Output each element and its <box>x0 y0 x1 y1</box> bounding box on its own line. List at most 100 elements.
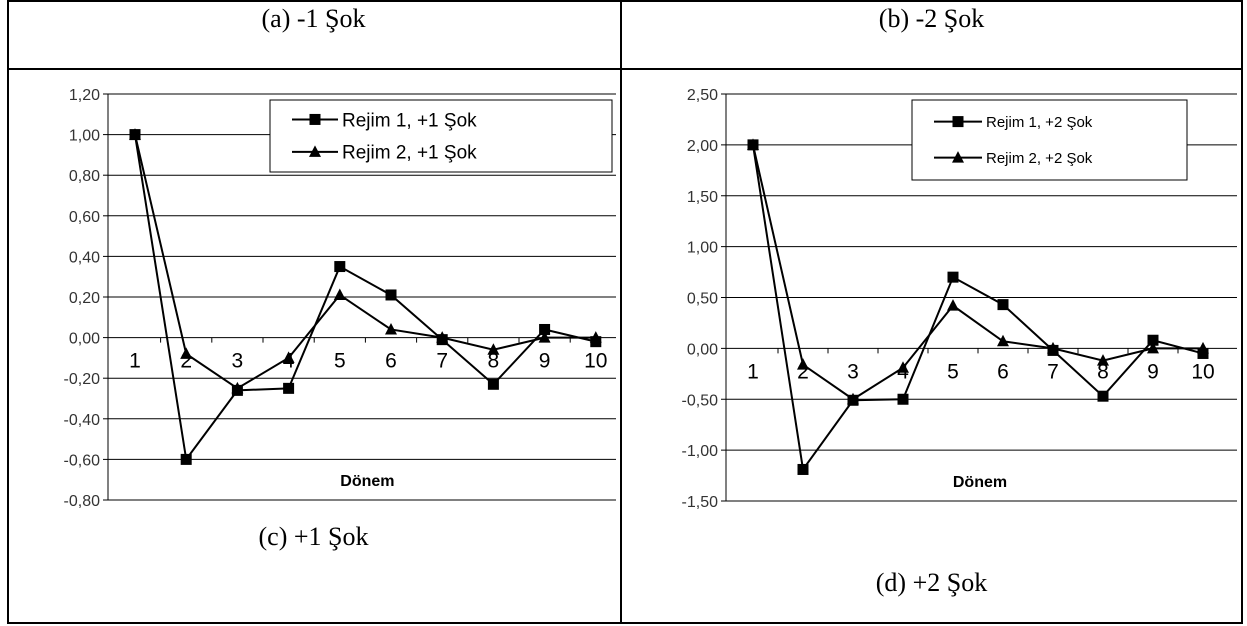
x-category-label: 6 <box>997 360 1009 383</box>
y-tick-label: -1,00 <box>682 443 719 460</box>
data-point-triangle <box>282 351 295 363</box>
x-category-label: 10 <box>584 350 607 373</box>
table-border-top <box>7 0 1243 2</box>
chart-plus2-shock: 2,50 2,00 1,50 1,00 0,50 0,00 -0,50 -1,00 -1,50 1… <box>682 87 1237 511</box>
series-line <box>752 144 1204 473</box>
table-border-row1 <box>7 68 1243 70</box>
x-category-label: 10 <box>1191 360 1214 383</box>
data-point-triangle <box>847 392 859 405</box>
data-point-triangle <box>231 381 244 394</box>
data-point-triangle <box>1097 354 1109 366</box>
x-category-label: 3 <box>847 360 859 383</box>
data-point-square <box>897 393 909 405</box>
data-point-square <box>539 323 551 335</box>
data-point-square <box>797 463 809 475</box>
y-tick-label: 2,50 <box>687 87 718 104</box>
data-point-triangle <box>129 128 141 140</box>
legend-marker-triangle <box>309 145 321 157</box>
y-tick-label: -1,50 <box>682 494 719 511</box>
data-point-triangle <box>747 138 759 150</box>
x-category-label: 5 <box>334 350 346 373</box>
legend-box <box>269 99 613 173</box>
x-category-label: 3 <box>232 350 244 373</box>
data-point-square <box>283 382 295 394</box>
series-line <box>134 134 596 390</box>
data-point-triangle <box>1197 341 1209 354</box>
x-category-label: 6 <box>385 350 397 373</box>
y-tick-label: -0,20 <box>64 371 101 388</box>
table-border-left <box>7 0 9 624</box>
data-point-square <box>997 299 1009 311</box>
y-tick-label: 2,00 <box>687 138 718 155</box>
legend-label: Rejim 1, +1 Şok <box>342 110 477 131</box>
y-tick-label: 1,20 <box>69 87 100 104</box>
chart-plus1-shock: 1,20 1,00 0,80 0,60 0,40 0,20 0,00 -0,20 -0,40 -0… <box>64 87 616 510</box>
x-category-label: 1 <box>747 360 759 383</box>
data-point-triangle <box>897 361 909 373</box>
y-tick-label: 1,50 <box>687 189 718 206</box>
data-point-square <box>334 261 346 273</box>
data-point-square <box>947 271 959 283</box>
legend-marker-triangle <box>952 151 964 163</box>
caption-d: (d) +2 Şok <box>875 568 988 597</box>
legend-label: Rejim 1, +2 Şok <box>986 114 1093 131</box>
data-point-square <box>180 453 192 465</box>
data-point-triangle <box>333 288 346 300</box>
legend-box <box>911 99 1188 181</box>
y-tick-label: -0,40 <box>64 412 101 429</box>
x-category-label: 9 <box>539 350 551 373</box>
legend-marker-square <box>952 116 964 128</box>
data-point-triangle <box>180 347 193 359</box>
y-tick-label: 0,00 <box>69 331 100 348</box>
legend-label: Rejim 2, +2 Şok <box>986 150 1093 167</box>
data-point-square <box>1197 347 1209 359</box>
data-point-triangle <box>385 322 397 335</box>
y-tick-label: 0,50 <box>687 291 718 308</box>
y-tick-label: 1,00 <box>687 240 718 257</box>
legend-marker-square <box>309 113 321 125</box>
x-category-label: 7 <box>436 350 448 373</box>
caption-b: (b) -2 Şok <box>878 4 985 33</box>
y-tick-label: 0,40 <box>69 249 100 266</box>
x-category-label: 7 <box>1047 360 1059 383</box>
data-point-square <box>487 378 499 390</box>
y-tick-label: -0,60 <box>64 452 101 469</box>
data-point-square <box>385 289 397 301</box>
data-point-triangle <box>1047 341 1059 354</box>
table-border-bottom <box>7 622 1243 624</box>
caption-c: (c) +1 Şok <box>258 522 369 551</box>
x-category-label: 8 <box>488 350 500 373</box>
y-tick-label: 1,00 <box>69 128 100 145</box>
series-line <box>134 134 597 462</box>
data-point-triangle <box>797 358 809 370</box>
data-point-triangle <box>487 343 500 355</box>
x-category-label: 2 <box>180 350 192 373</box>
x-category-label: 8 <box>1097 360 1109 383</box>
data-point-triangle <box>997 334 1009 347</box>
y-tick-label: 0,80 <box>69 168 100 185</box>
data-point-square <box>1147 334 1159 346</box>
x-category-label: 1 <box>129 350 141 373</box>
x-axis-title: Dönem <box>953 474 1007 491</box>
x-category-label: 2 <box>797 360 809 383</box>
x-axis-title: Dönem <box>340 473 394 490</box>
y-tick-label: 0,00 <box>687 341 718 358</box>
data-point-square <box>1097 390 1109 402</box>
data-point-triangle <box>436 331 449 343</box>
legend-label: Rejim 2, +1 Şok <box>342 143 477 164</box>
data-point-triangle <box>538 331 551 343</box>
table-border-right <box>1241 0 1243 624</box>
caption-a: (a) -1 Şok <box>261 4 366 33</box>
y-tick-label: -0,50 <box>682 392 719 409</box>
x-category-label: 9 <box>1147 360 1159 383</box>
x-category-label: 5 <box>947 360 959 383</box>
y-tick-label: -0,80 <box>64 493 101 510</box>
series-line <box>752 144 1203 401</box>
data-point-triangle <box>589 331 602 343</box>
data-point-triangle <box>1147 341 1159 354</box>
y-tick-label: 0,60 <box>69 209 100 226</box>
data-point-triangle <box>947 299 959 311</box>
table-border-middle <box>620 0 622 624</box>
y-tick-label: 0,20 <box>69 290 100 307</box>
